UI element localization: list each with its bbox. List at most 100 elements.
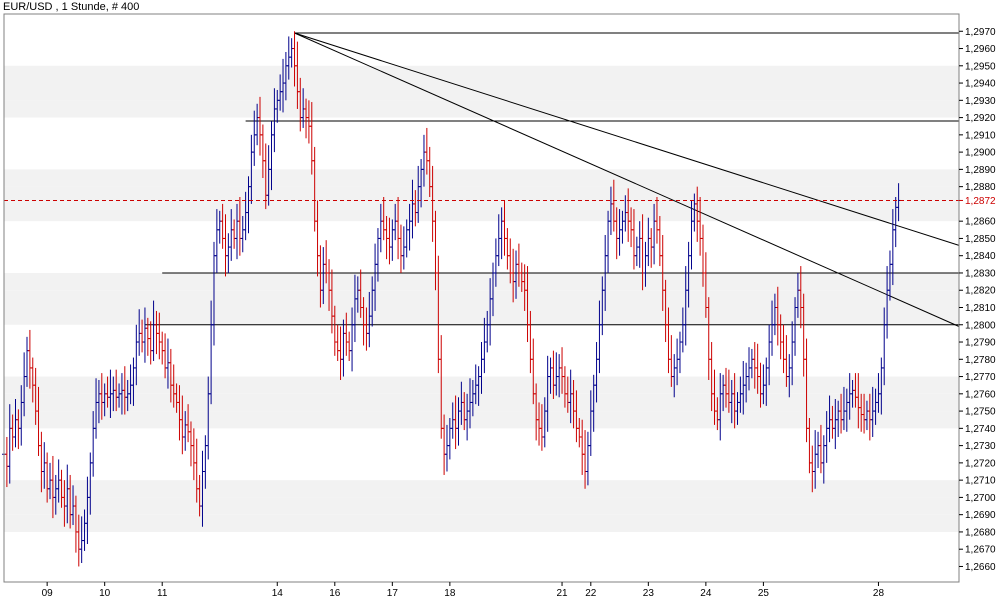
trendline: [294, 32, 960, 246]
y-tick-label: 1,2820: [965, 286, 996, 297]
price-bar: [384, 215, 389, 260]
price-bar: [649, 228, 654, 268]
y-tick-label: 1,2700: [965, 493, 996, 504]
background-bands: [4, 65, 959, 532]
y-tick-label: 1,2830: [965, 268, 996, 279]
y-tick-label: 1,2800: [965, 320, 996, 331]
y-axis: 1,2970 1,2960 1,2950 1,2940 1,2930 1,2920 1,29…: [959, 27, 996, 573]
x-tick-label: 14: [272, 588, 284, 599]
price-bar: [341, 319, 346, 377]
price-bar: [767, 324, 772, 386]
price-bar: [790, 321, 795, 386]
band: [4, 480, 959, 498]
y-tick-label: 1,2872: [965, 196, 996, 207]
price-bar: [387, 217, 392, 265]
price-bar: [583, 430, 588, 489]
price-bar: [404, 219, 409, 258]
y-tick-label: 1,2750: [965, 407, 996, 418]
price-bar: [657, 215, 662, 267]
x-tick-label: 09: [42, 588, 54, 599]
price-bar: [226, 233, 231, 273]
band: [4, 65, 959, 84]
price-bar: [424, 127, 429, 175]
x-tick-label: 21: [556, 588, 568, 599]
price-bar: [496, 214, 501, 267]
price-bar: [634, 236, 639, 267]
y-tick-label: 1,2890: [965, 165, 996, 176]
trendlines: [294, 32, 960, 327]
y-tick-label: 1,2660: [965, 562, 996, 573]
price-bar: [335, 324, 340, 362]
x-tick-label: 23: [643, 588, 655, 599]
band: [4, 169, 959, 187]
y-tick-label: 1,2900: [965, 148, 996, 159]
y-tick-label: 1,2930: [965, 96, 996, 107]
trendline: [294, 32, 960, 327]
x-tick-label: 18: [444, 588, 456, 599]
band: [4, 83, 959, 101]
x-tick-label: 28: [873, 588, 885, 599]
x-tick-label: 24: [700, 588, 712, 599]
price-bar: [347, 331, 352, 362]
y-tick-label: 1,2790: [965, 338, 996, 349]
y-tick-label: 1,2810: [965, 303, 996, 314]
y-tick-label: 1,2910: [965, 130, 996, 141]
band: [4, 186, 959, 222]
price-bar: [444, 424, 449, 472]
price-bar: [637, 221, 642, 268]
horizontal-levels: [144, 32, 959, 326]
price-bar: [338, 326, 343, 381]
x-axis: 09 10 11 14 16 17 18 21 22 23 24 25 28: [42, 582, 885, 599]
price-bar: [390, 219, 395, 261]
y-tick-label: 1,2920: [965, 113, 996, 124]
x-tick-label: 16: [329, 588, 341, 599]
band: [4, 393, 959, 412]
price-bar: [134, 324, 139, 386]
price-bar: [821, 435, 826, 484]
y-tick-label: 1,2690: [965, 510, 996, 521]
y-tick-label: 1,2950: [965, 61, 996, 72]
y-tick-label: 1,2770: [965, 372, 996, 383]
price-bar: [4, 436, 9, 488]
x-tick-label: 25: [758, 588, 770, 599]
chart-title: EUR/USD , 1 Stunde, # 400: [3, 1, 139, 13]
y-tick-label: 1,2760: [965, 389, 996, 400]
price-bar: [505, 228, 510, 270]
y-tick-label: 1,2850: [965, 234, 996, 245]
y-tick-label: 1,2720: [965, 458, 996, 469]
band: [4, 411, 959, 429]
y-tick-label: 1,2670: [965, 545, 996, 556]
price-bar: [401, 226, 406, 270]
price-bar: [646, 217, 651, 267]
y-tick-label: 1,2740: [965, 424, 996, 435]
y-tick-label: 1,2710: [965, 476, 996, 487]
price-bar: [398, 224, 403, 273]
y-tick-label: 1,2960: [965, 44, 996, 55]
price-bar: [148, 321, 153, 365]
band: [4, 272, 959, 291]
x-tick-label: 22: [585, 588, 597, 599]
band: [4, 100, 959, 118]
price-bar: [223, 214, 228, 277]
y-tick-label: 1,2940: [965, 79, 996, 90]
band: [4, 290, 959, 308]
band: [4, 514, 959, 532]
price-bar: [240, 215, 245, 253]
price-bar: [191, 428, 196, 481]
price-bar: [749, 348, 754, 379]
y-tick-label: 1,2780: [965, 355, 996, 366]
y-tick-label: 1,2730: [965, 441, 996, 452]
price-bar: [818, 424, 823, 474]
y-tick-label: 1,2860: [965, 217, 996, 228]
y-tick-label: 1,2680: [965, 527, 996, 538]
y-tick-label: 1,2840: [965, 251, 996, 262]
price-bar: [252, 110, 257, 166]
y-tick-label: 1,2880: [965, 182, 996, 193]
price-bar: [232, 219, 237, 249]
price-bar: [289, 38, 294, 68]
y-tick-label: 1,2970: [965, 27, 996, 38]
price-bar: [816, 431, 821, 469]
plot-frame: [3, 13, 960, 583]
